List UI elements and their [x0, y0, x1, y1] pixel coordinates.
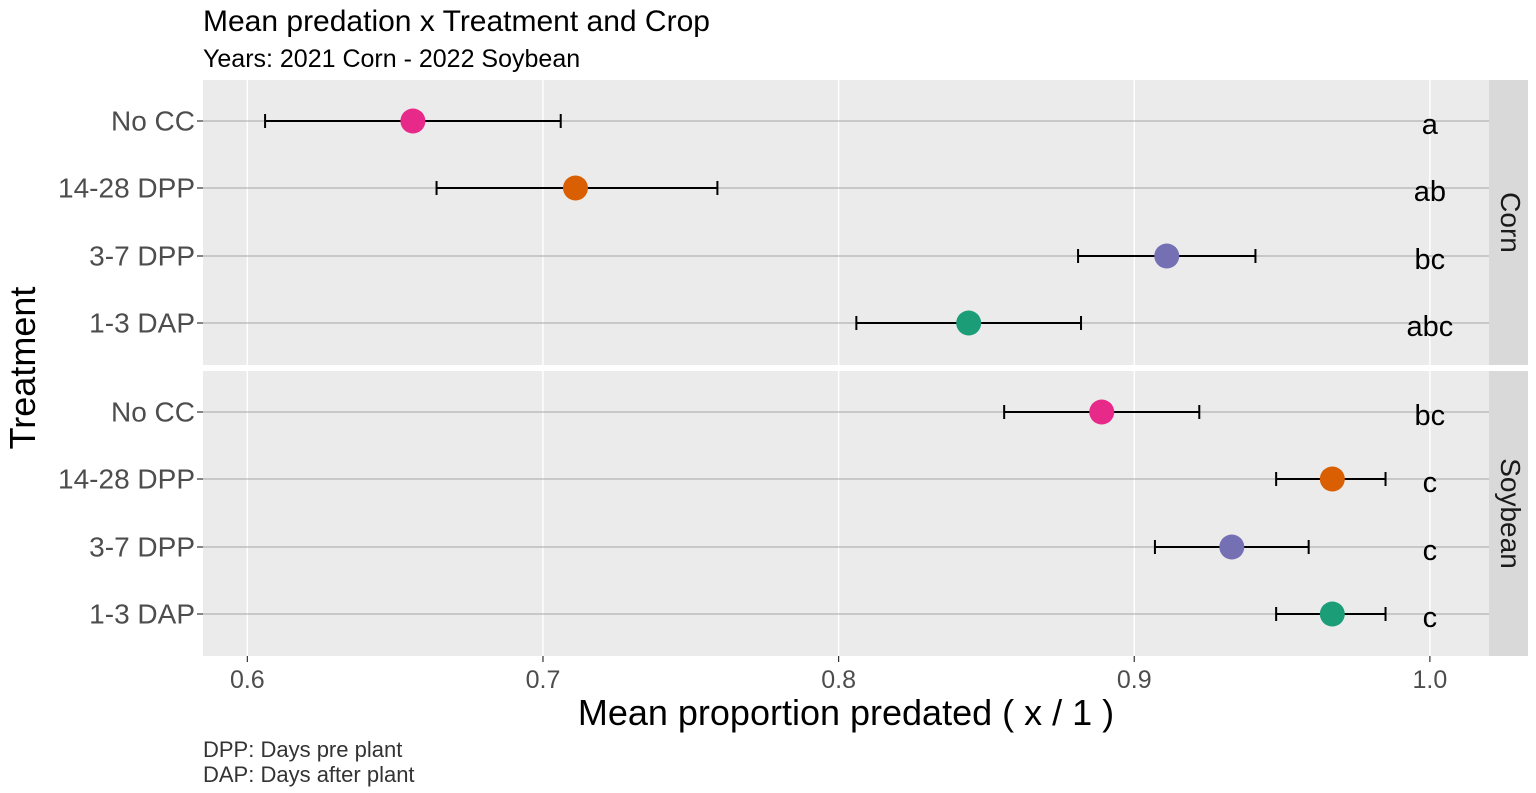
y-tick-label: 3-7 DPP: [89, 241, 195, 272]
data-point: [1319, 466, 1345, 492]
x-tick-label: 1.0: [1412, 666, 1447, 694]
x-axis: 0.6 0.7 0.8 0.9 1.0: [230, 656, 1447, 694]
data-point-group: a: [264, 108, 1439, 141]
significance-letter: c: [1423, 467, 1438, 499]
data-point: [1219, 534, 1245, 560]
panel-background: [203, 80, 1489, 365]
y-tick-label: 3-7 DPP: [89, 532, 195, 563]
significance-letter: bc: [1415, 244, 1446, 276]
y-tick-label: 14-28 DPP: [58, 464, 195, 495]
y-tick-label: 1-3 DAP: [89, 308, 195, 339]
panels: Corn No CC 14-28 DPP 3-7 DPP 1-3 DAP a ab bc abc…: [58, 80, 1528, 656]
data-point: [562, 175, 588, 201]
data-point: [1154, 243, 1180, 269]
data-point-group: abc: [855, 310, 1453, 343]
panel-soybean: Soybean No CC 14-28 DPP 3-7 DPP 1-3 DAP bc c c c: [58, 371, 1528, 656]
y-axis-title: Treatment: [2, 287, 43, 450]
data-point: [400, 108, 426, 134]
panel-background: [203, 371, 1489, 656]
data-point-group: bc: [1003, 399, 1446, 432]
significance-letter: ab: [1414, 176, 1446, 208]
x-tick-label: 0.9: [1117, 666, 1152, 694]
data-point: [1319, 601, 1345, 627]
strip-label: Corn: [1495, 192, 1526, 253]
panel-corn: Corn No CC 14-28 DPP 3-7 DPP 1-3 DAP a ab bc abc: [58, 80, 1528, 365]
y-tick-label: 14-28 DPP: [58, 173, 195, 204]
y-tick-label: No CC: [111, 397, 195, 428]
strip-background: [1489, 371, 1528, 656]
y-tick-label: No CC: [111, 106, 195, 137]
significance-letter: bc: [1415, 400, 1446, 432]
significance-letter: abc: [1406, 311, 1453, 343]
y-tick-label: 1-3 DAP: [89, 599, 195, 630]
chart-title: Mean predation x Treatment and Crop: [203, 5, 710, 38]
caption-line-2: DAP: Days after plant: [203, 762, 415, 787]
chart-subtitle: Years: 2021 Corn - 2022 Soybean: [203, 45, 580, 73]
data-point-group: bc: [1077, 243, 1446, 276]
data-point-group: c: [1153, 534, 1438, 567]
strip-label: Soybean: [1495, 458, 1526, 569]
x-tick-label: 0.7: [526, 666, 561, 694]
significance-letter: c: [1423, 602, 1438, 634]
caption-line-1: DPP: Days pre plant: [203, 737, 402, 762]
x-tick-label: 0.8: [821, 666, 856, 694]
data-point: [1089, 399, 1115, 425]
data-point: [956, 310, 982, 336]
significance-letter: c: [1423, 535, 1438, 567]
strip-background: [1489, 80, 1528, 365]
x-tick-label: 0.6: [230, 666, 265, 694]
data-point-group: ab: [435, 175, 1446, 208]
x-axis-title: Mean proportion predated ( x / 1 ): [578, 692, 1114, 733]
significance-letter: a: [1422, 109, 1439, 141]
data-point-group: c: [1275, 466, 1438, 499]
data-point-group: c: [1275, 601, 1438, 634]
